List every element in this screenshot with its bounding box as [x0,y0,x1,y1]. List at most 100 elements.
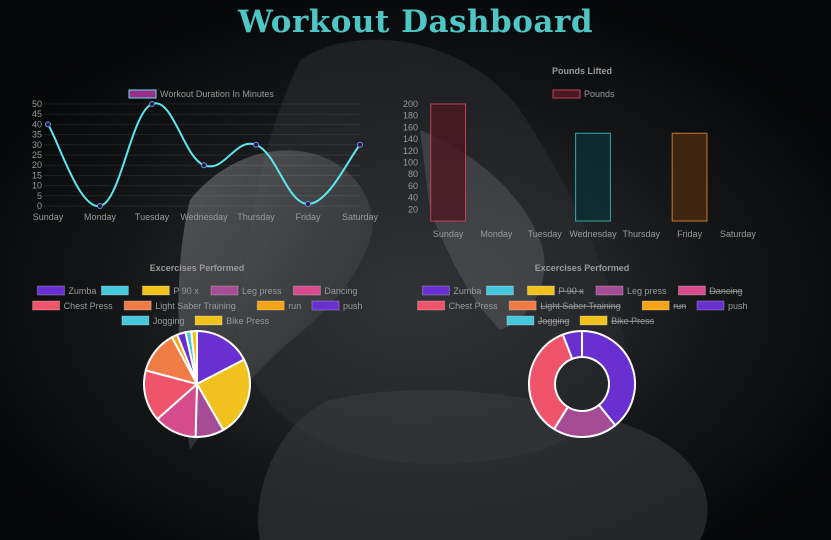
legend-swatch [526,285,555,296]
legend-label: Zumba [68,286,96,296]
legend-label: run [288,301,301,311]
y-tick-label: 50 [32,99,42,109]
y-tick-label: 180 [403,111,418,121]
x-tick-label: Sunday [433,229,464,239]
legend-swatch [579,315,608,326]
data-point [97,203,103,209]
legend-swatch [292,285,321,296]
x-tick-label: Tuesday [135,212,170,222]
y-tick-label: 0 [37,201,42,211]
data-point [201,162,207,169]
legend-swatch [256,300,285,311]
y-tick-label: 60 [408,181,418,191]
legend-label: Workout Duration In Minutes [160,89,274,99]
x-tick-label: Friday [677,229,703,239]
y-tick-label: 20 [32,160,42,170]
legend-swatch [141,285,170,296]
legend-label: Jogging [538,316,570,326]
legend-label: Chest Press [449,301,499,311]
y-tick-label: 20 [408,204,418,214]
exercises-doughnut-chart: Excercises Performed Zumba P 90 x Leg press… [417,263,748,438]
legend-label: Jogging [153,316,185,326]
legend-swatch [485,285,514,296]
data-point [305,200,311,207]
y-tick-label: 35 [32,130,42,140]
legend-label: Dancing [324,286,357,296]
bar [575,132,611,222]
y-tick-label: 40 [32,119,42,129]
x-tick-label: Friday [295,212,321,222]
legend-label: push [343,301,363,311]
legend-swatch [194,315,223,326]
y-tick-label: 120 [403,146,418,156]
legend-swatch [417,300,446,311]
legend-label: P 90 x [173,286,199,296]
x-tick-label: Monday [480,229,513,239]
page-title: Workout Dashboard [237,4,593,40]
exercises-pie-chart: Excercises Performed Zumba P 90 x Leg press… [32,263,363,439]
slice [561,329,583,361]
data-point [253,141,259,148]
legend-swatch [421,285,450,296]
chart-title: Excercises Performed [535,263,630,273]
y-tick-label: 140 [403,134,418,144]
legend-label: run [673,301,686,311]
slice [190,329,198,385]
legend-label: P 90 x [558,286,584,296]
legend-label: Pounds [584,89,615,99]
x-tick-label: Thursday [623,229,661,239]
legend-swatch [696,300,725,311]
data-point [149,101,155,107]
legend-label: Zumba [453,286,481,296]
slice [581,329,636,427]
y-tick-label: 25 [32,150,42,160]
legend-swatch [123,300,152,311]
legend-swatch [100,285,129,296]
y-tick-label: 200 [403,99,418,109]
legend-label: Light Saber Training [540,301,621,311]
legend-swatch [121,315,150,326]
legend-swatch [552,89,581,99]
y-tick-label: 10 [32,181,42,191]
legend-swatch [210,285,239,296]
x-tick-label: Wednesday [569,229,617,239]
legend-swatch [595,285,624,296]
legend-swatch [36,285,65,296]
y-tick-label: 30 [32,140,42,150]
slice [528,333,574,431]
legend-swatch [508,300,537,311]
y-tick-label: 100 [403,158,418,168]
y-tick-label: 45 [32,109,42,119]
x-tick-label: Monday [84,212,117,222]
y-tick-label: 15 [32,170,42,180]
chart-title: Excercises Performed [150,263,245,273]
bar [671,132,708,222]
x-tick-label: Saturday [342,212,379,222]
slice [196,329,246,386]
bar [430,103,467,222]
legend-label: Leg press [242,286,282,296]
legend-label: Bike Press [226,316,270,326]
legend-swatch [506,315,535,326]
legend-swatch [677,285,706,296]
legend-label: Light Saber Training [155,301,236,311]
y-tick-label: 80 [408,169,418,179]
legend-swatch [641,300,670,311]
legend-label: push [728,301,748,311]
y-tick-label: 5 [37,191,42,201]
legend-swatch [32,300,61,311]
data-point [357,141,363,148]
slice [195,358,251,432]
x-tick-label: Tuesday [528,229,563,239]
legend-label: Leg press [627,286,667,296]
legend-swatch [311,300,340,311]
chart-title: Pounds Lifted [552,66,612,76]
x-tick-label: Wednesday [180,212,228,222]
legend-swatch [128,89,157,99]
legend-label: Dancing [709,286,742,296]
slice [143,369,200,421]
x-tick-label: Saturday [720,229,757,239]
x-tick-label: Thursday [237,212,275,222]
